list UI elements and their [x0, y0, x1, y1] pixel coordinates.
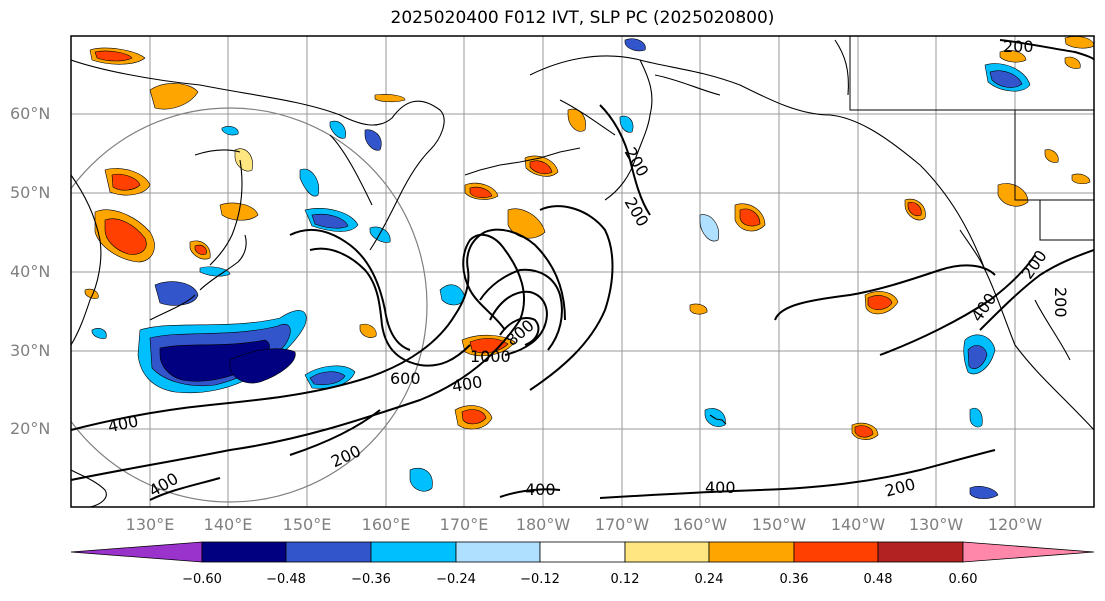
contour-label: 400 — [525, 480, 556, 499]
lon-label: 150°W — [751, 515, 807, 534]
colorbar-segment — [455, 541, 541, 563]
positive-anomaly-fields — [84, 36, 1094, 440]
colorbar-tick: −0.60 — [182, 572, 222, 587]
colorbar-tick: 0.60 — [948, 572, 978, 587]
colorbar-tick: 0.24 — [694, 572, 724, 587]
contour-label: 200 — [1051, 287, 1070, 318]
lat-label: 50°N — [10, 183, 51, 202]
lon-label: 140°E — [203, 515, 253, 534]
ivt-contours — [71, 39, 1094, 501]
gridlines — [71, 36, 1094, 507]
contour-label: 600 — [390, 369, 421, 388]
colorbar-segment — [793, 541, 879, 563]
map-title: 2025020400 F012 IVT, SLP PC (2025020800) — [390, 8, 775, 28]
colorbar-tick: −0.48 — [266, 572, 306, 587]
lon-label: 130°E — [125, 515, 175, 534]
lon-label: 170°E — [439, 515, 489, 534]
map-frame — [70, 35, 1095, 508]
colorbar-segment — [201, 541, 287, 563]
lat-label: 40°N — [10, 262, 51, 281]
colorbar-tick: −0.36 — [351, 572, 391, 587]
lat-label: 20°N — [10, 419, 51, 438]
lon-label: 130°W — [908, 515, 964, 534]
lon-label: 140°W — [830, 515, 886, 534]
colorbar-segment — [624, 541, 710, 563]
colorbar-segment — [370, 541, 457, 563]
colorbar-tick: 0.48 — [863, 572, 893, 587]
negative-anomaly-fields — [91, 38, 1031, 499]
lon-label: 180°W — [515, 515, 571, 534]
colorbar-tick: 0.36 — [779, 572, 809, 587]
colorbar — [70, 541, 1095, 563]
region-borders — [849, 36, 1094, 241]
colorbar-tick: −0.24 — [436, 572, 476, 587]
contour-label: 200 — [1003, 37, 1034, 56]
lon-label: 170°W — [594, 515, 650, 534]
lon-label: 160°E — [361, 515, 411, 534]
colorbar-segment — [877, 541, 964, 563]
lon-label: 120°W — [987, 515, 1043, 534]
colorbar-segment — [70, 541, 203, 563]
coastlines — [71, 39, 1094, 507]
lon-label: 160°W — [672, 515, 728, 534]
colorbar-segment — [962, 541, 1095, 563]
contour-label: 1000 — [470, 347, 511, 366]
colorbar-segment — [285, 541, 372, 563]
contour-label: 400 — [705, 478, 736, 497]
colorbar-tick: 0.12 — [610, 572, 640, 587]
lon-label: 150°E — [282, 515, 332, 534]
colorbar-segment — [708, 541, 795, 563]
colorbar-tick: −0.12 — [520, 572, 560, 587]
colorbar-segment — [539, 541, 626, 563]
lat-label: 30°N — [10, 341, 51, 360]
lat-label: 60°N — [10, 104, 51, 123]
range-circle — [71, 107, 428, 503]
